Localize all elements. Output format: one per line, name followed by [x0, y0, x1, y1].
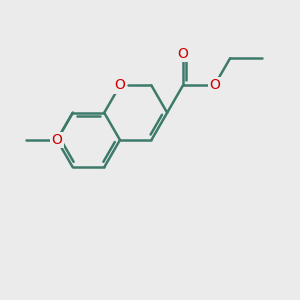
Text: O: O: [52, 133, 62, 147]
Text: O: O: [209, 79, 220, 92]
Text: O: O: [178, 47, 188, 61]
Text: O: O: [115, 79, 125, 92]
